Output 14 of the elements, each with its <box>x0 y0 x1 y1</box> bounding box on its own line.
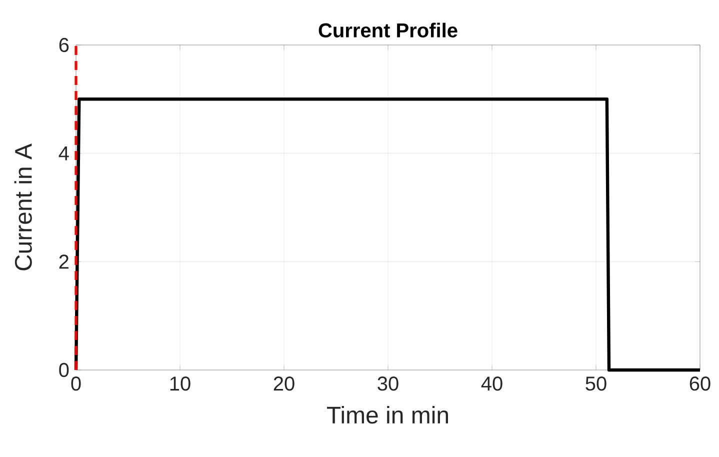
x-tick-label: 30 <box>378 376 398 391</box>
y-tick-label: 2 <box>59 254 68 269</box>
x-tick-label: 10 <box>170 376 190 391</box>
x-tick-label: 40 <box>481 376 502 391</box>
x-tick-label: 60 <box>690 376 710 391</box>
x-axis-title: Time in min <box>326 406 448 424</box>
x-tick-label: 20 <box>274 376 294 391</box>
y-tick-label: 6 <box>59 38 69 52</box>
y-tick-label: 4 <box>58 146 69 160</box>
x-tick-label: 0 <box>71 376 81 391</box>
chart-title: Current Profile <box>318 22 458 38</box>
x-tick-label: 50 <box>586 376 606 391</box>
y-axis-title: Current in A <box>14 144 32 270</box>
y-tick-label: 0 <box>59 362 69 378</box>
